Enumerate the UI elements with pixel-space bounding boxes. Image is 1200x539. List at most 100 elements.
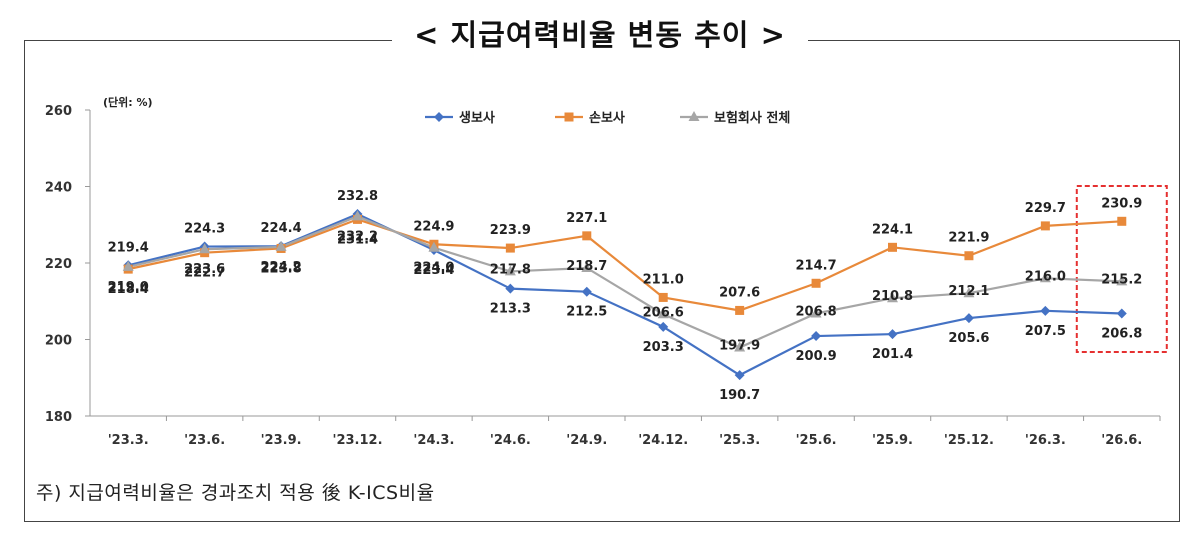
x-tick-label: '23.12. xyxy=(332,433,382,448)
data-label: 218.7 xyxy=(566,259,607,274)
data-point-2 xyxy=(581,261,593,272)
footnote: 주) 지급여력비율은 경과조치 적용 後 K-ICS비율 xyxy=(36,482,435,504)
data-point-1 xyxy=(1040,221,1050,231)
data-point-1 xyxy=(964,251,974,261)
data-point-2 xyxy=(887,292,898,303)
data-label: 210.8 xyxy=(872,289,913,304)
data-point-1 xyxy=(505,243,515,253)
y-tick-label: 180 xyxy=(45,410,72,425)
highlight-box xyxy=(1075,185,1168,353)
x-tick-label: '25.3. xyxy=(719,433,760,448)
data-label: 207.5 xyxy=(1025,324,1066,339)
data-point-2 xyxy=(352,210,363,221)
data-label: 190.7 xyxy=(719,388,760,403)
data-label: 211.0 xyxy=(643,272,684,287)
legend-label-0: 생보사 xyxy=(459,110,495,126)
data-label: 227.1 xyxy=(566,211,607,226)
data-label: 214.7 xyxy=(796,258,837,273)
data-label: 207.6 xyxy=(719,285,760,300)
data-label: 223.8 xyxy=(261,261,302,276)
x-tick-label: '24.6. xyxy=(490,433,531,448)
data-label: 206.8 xyxy=(1101,326,1142,341)
x-tick-label: '25.6. xyxy=(796,433,837,448)
data-label: 212.5 xyxy=(566,305,607,320)
data-label: 224.4 xyxy=(261,221,302,236)
data-label: 231.4 xyxy=(337,232,378,247)
data-point-1 xyxy=(1117,216,1127,226)
data-point-2 xyxy=(810,307,822,318)
data-label: 215.2 xyxy=(1101,272,1142,287)
data-label: 205.6 xyxy=(948,331,989,346)
data-label: 200.9 xyxy=(796,349,837,364)
data-label: 206.6 xyxy=(643,305,684,320)
legend-marker-1 xyxy=(564,112,574,122)
y-tick-label: 240 xyxy=(45,181,72,196)
data-label: 203.3 xyxy=(643,340,684,355)
legend-marker-2 xyxy=(688,111,700,121)
legend-label-2: 보험회사 전체 xyxy=(714,110,790,126)
data-label: 219.4 xyxy=(108,240,149,255)
data-label: 213.3 xyxy=(490,302,531,317)
data-label: 223.4 xyxy=(413,263,454,278)
x-tick-label: '23.9. xyxy=(261,433,302,448)
series-line-2 xyxy=(127,215,1122,349)
data-point-0 xyxy=(1040,305,1051,316)
data-point-0 xyxy=(505,283,516,294)
data-label: 224.1 xyxy=(872,222,913,237)
data-label: 222.7 xyxy=(184,266,225,281)
data-point-2 xyxy=(1116,275,1128,286)
x-tick-label: '24.9. xyxy=(566,433,607,448)
data-label: 232.2 xyxy=(337,229,378,244)
data-point-0 xyxy=(811,331,822,342)
x-tick-label: '26.6. xyxy=(1101,433,1142,448)
data-label: 224.9 xyxy=(413,219,454,234)
data-point-2 xyxy=(734,341,746,352)
data-label: 218.4 xyxy=(108,282,149,297)
data-point-0 xyxy=(1116,308,1127,319)
data-label: 197.9 xyxy=(719,339,760,354)
x-tick-label: '23.3. xyxy=(108,433,149,448)
x-tick-label: '25.9. xyxy=(872,433,913,448)
data-label: 224.0 xyxy=(413,261,454,276)
data-point-0 xyxy=(963,313,974,324)
x-tick-label: '23.6. xyxy=(184,433,225,448)
legend-label-1: 손보사 xyxy=(589,110,625,126)
x-tick-label: '25.12. xyxy=(944,433,994,448)
data-point-2 xyxy=(199,243,211,254)
data-label: 216.0 xyxy=(1025,269,1066,284)
data-label: 219.0 xyxy=(108,280,149,295)
unit-label: (단위: %) xyxy=(103,95,153,109)
x-tick-label: '24.12. xyxy=(638,433,688,448)
data-label: 230.9 xyxy=(1101,196,1142,211)
series-line-1 xyxy=(127,218,1122,312)
data-label: 212.1 xyxy=(948,284,989,299)
data-point-2 xyxy=(428,241,440,252)
data-point-0 xyxy=(658,321,669,332)
data-label: 223.9 xyxy=(490,223,531,238)
y-tick-label: 200 xyxy=(45,334,72,349)
data-point-1 xyxy=(888,242,897,252)
data-point-2 xyxy=(657,308,669,319)
data-point-2 xyxy=(504,265,516,276)
y-tick-label: 260 xyxy=(45,104,72,119)
data-label: 232.8 xyxy=(337,189,378,204)
data-point-0 xyxy=(734,370,745,381)
data-point-2 xyxy=(963,287,975,298)
data-point-0 xyxy=(581,286,592,297)
data-label: 217.8 xyxy=(490,262,531,277)
data-label: 206.8 xyxy=(796,304,837,319)
x-tick-label: '24.3. xyxy=(413,433,454,448)
data-label: 224.2 xyxy=(261,260,302,275)
data-label: 224.3 xyxy=(184,222,225,237)
data-point-1 xyxy=(582,231,592,241)
data-point-0 xyxy=(887,329,898,340)
data-label: 221.9 xyxy=(948,231,989,246)
data-point-2 xyxy=(275,240,287,251)
data-label: 229.7 xyxy=(1025,201,1066,216)
data-point-2 xyxy=(122,260,134,271)
title-wrap: < 지급여력비율 변동 추이 > xyxy=(0,12,1200,54)
data-point-1 xyxy=(658,292,668,302)
y-tick-label: 220 xyxy=(45,257,72,272)
chart-title: < 지급여력비율 변동 추이 > xyxy=(392,12,808,54)
